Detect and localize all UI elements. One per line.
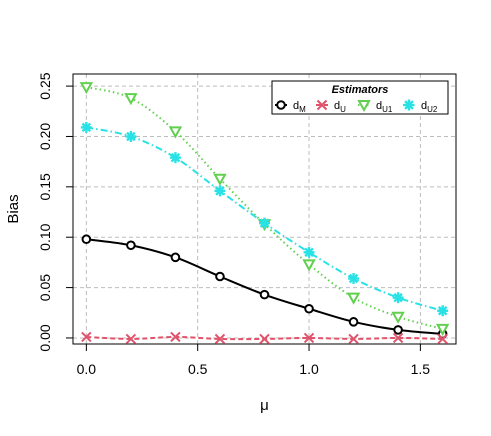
x-tick-label: 1.5 bbox=[411, 361, 431, 377]
legend-title: Estimators bbox=[332, 84, 389, 96]
data-point bbox=[348, 333, 359, 345]
data-point bbox=[214, 333, 226, 345]
legend-marker bbox=[276, 100, 286, 110]
x-tick-label: 0.5 bbox=[188, 361, 208, 377]
legend-marker bbox=[357, 100, 371, 113]
plot-area-border bbox=[72, 73, 457, 345]
data-point bbox=[125, 333, 137, 345]
data-point bbox=[303, 332, 315, 344]
legend-box bbox=[271, 80, 449, 115]
x-tick-label: 0.0 bbox=[77, 361, 97, 377]
data-point bbox=[169, 152, 181, 164]
data-point bbox=[81, 331, 92, 343]
data-point bbox=[348, 273, 360, 285]
data-point bbox=[391, 311, 405, 324]
legend-marker bbox=[316, 99, 328, 111]
data-point bbox=[392, 332, 404, 344]
data-point bbox=[393, 325, 403, 335]
series-U bbox=[81, 331, 448, 345]
data-point bbox=[168, 126, 183, 139]
series-M bbox=[81, 234, 448, 339]
data-point bbox=[346, 292, 361, 305]
data-point bbox=[302, 259, 316, 272]
y-tick-label: 0.15 bbox=[37, 173, 53, 200]
data-point bbox=[124, 93, 138, 106]
data-point bbox=[81, 234, 92, 245]
x-axis-title: μ bbox=[260, 397, 269, 414]
data-point bbox=[437, 333, 448, 345]
series-U2 bbox=[80, 121, 449, 317]
data-point bbox=[80, 121, 92, 133]
data-point bbox=[259, 333, 270, 345]
data-point bbox=[304, 303, 314, 314]
y-tick-label: 0.25 bbox=[37, 72, 53, 99]
legend: Estimators dM dU dU1 dU2 bbox=[271, 80, 449, 115]
legend-label: dU1 bbox=[376, 100, 393, 114]
data-point bbox=[126, 240, 136, 251]
y-tick-label: 0.00 bbox=[37, 324, 53, 351]
legend-label: dU2 bbox=[421, 100, 438, 114]
data-point bbox=[170, 331, 181, 343]
series-lines bbox=[79, 82, 450, 345]
axes: 0.0 0.5 1.0 1.5 0.00 0.05 0.10 0.15 0.20 0.25 bbox=[37, 72, 430, 377]
data-point bbox=[213, 173, 227, 186]
y-tick-label: 0.20 bbox=[37, 123, 53, 150]
data-point bbox=[437, 305, 449, 317]
y-tick-label: 0.10 bbox=[37, 223, 53, 250]
series-line bbox=[86, 238, 443, 335]
data-point bbox=[259, 289, 270, 300]
legend-label: dU bbox=[334, 100, 346, 114]
data-point bbox=[170, 252, 181, 263]
data-point bbox=[392, 292, 404, 304]
data-point bbox=[214, 185, 226, 197]
legend-label: dM bbox=[293, 100, 306, 114]
data-point bbox=[259, 217, 270, 229]
data-point bbox=[79, 82, 94, 95]
data-point bbox=[435, 323, 450, 336]
y-axis-title: Bias bbox=[5, 194, 22, 223]
data-point bbox=[215, 271, 225, 282]
y-tick-label: 0.05 bbox=[37, 274, 53, 301]
data-point bbox=[125, 130, 137, 142]
data-point bbox=[348, 317, 359, 327]
data-point bbox=[303, 246, 315, 258]
x-tick-label: 1.0 bbox=[299, 361, 319, 377]
legend-marker bbox=[403, 99, 415, 111]
